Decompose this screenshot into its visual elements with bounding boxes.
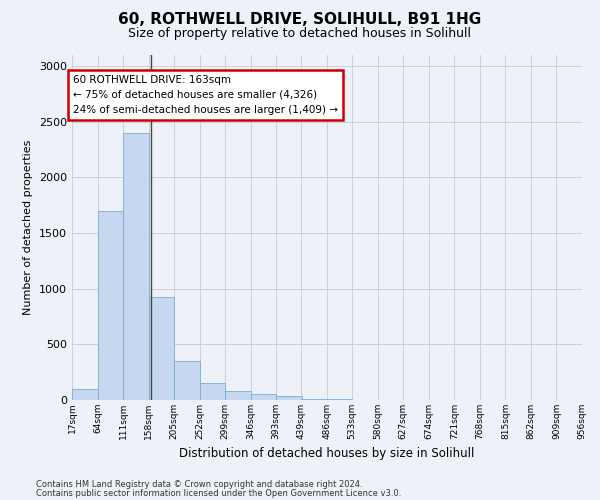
X-axis label: Distribution of detached houses by size in Solihull: Distribution of detached houses by size … bbox=[179, 448, 475, 460]
Bar bbox=[174, 361, 200, 400]
Text: 60, ROTHWELL DRIVE, SOLIHULL, B91 1HG: 60, ROTHWELL DRIVE, SOLIHULL, B91 1HG bbox=[118, 12, 482, 28]
Text: Contains HM Land Registry data © Crown copyright and database right 2024.: Contains HM Land Registry data © Crown c… bbox=[36, 480, 362, 489]
Y-axis label: Number of detached properties: Number of detached properties bbox=[23, 140, 34, 315]
Bar bbox=[301, 399, 327, 400]
Bar bbox=[251, 394, 276, 400]
Bar bbox=[149, 296, 174, 400]
Bar bbox=[225, 391, 251, 400]
Bar bbox=[72, 389, 98, 400]
Text: Size of property relative to detached houses in Solihull: Size of property relative to detached ho… bbox=[128, 28, 472, 40]
Bar bbox=[200, 383, 225, 400]
Bar bbox=[98, 211, 123, 400]
Bar bbox=[276, 396, 302, 400]
Text: Contains public sector information licensed under the Open Government Licence v3: Contains public sector information licen… bbox=[36, 488, 401, 498]
Bar bbox=[123, 133, 149, 400]
Text: 60 ROTHWELL DRIVE: 163sqm
← 75% of detached houses are smaller (4,326)
24% of se: 60 ROTHWELL DRIVE: 163sqm ← 75% of detac… bbox=[73, 75, 338, 114]
